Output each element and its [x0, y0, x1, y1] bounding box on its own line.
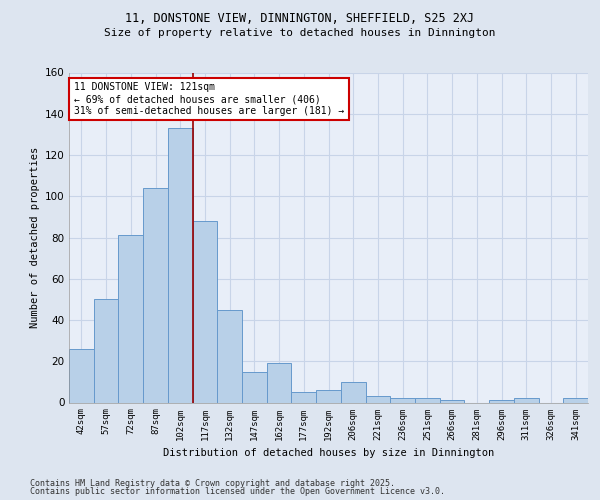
Bar: [440, 400, 464, 402]
Text: 11 DONSTONE VIEW: 121sqm
← 69% of detached houses are smaller (406)
31% of semi-: 11 DONSTONE VIEW: 121sqm ← 69% of detach…: [74, 82, 344, 116]
Bar: [341, 382, 365, 402]
Text: 11, DONSTONE VIEW, DINNINGTON, SHEFFIELD, S25 2XJ: 11, DONSTONE VIEW, DINNINGTON, SHEFFIELD…: [125, 12, 475, 26]
Bar: [415, 398, 440, 402]
Bar: [69, 349, 94, 403]
Bar: [168, 128, 193, 402]
Bar: [390, 398, 415, 402]
Bar: [489, 400, 514, 402]
Bar: [292, 392, 316, 402]
X-axis label: Distribution of detached houses by size in Dinnington: Distribution of detached houses by size …: [163, 448, 494, 458]
Bar: [242, 372, 267, 402]
Bar: [217, 310, 242, 402]
Bar: [316, 390, 341, 402]
Bar: [514, 398, 539, 402]
Bar: [143, 188, 168, 402]
Text: Size of property relative to detached houses in Dinnington: Size of property relative to detached ho…: [104, 28, 496, 38]
Bar: [267, 364, 292, 403]
Y-axis label: Number of detached properties: Number of detached properties: [29, 147, 40, 328]
Bar: [193, 221, 217, 402]
Bar: [94, 300, 118, 403]
Bar: [365, 396, 390, 402]
Text: Contains HM Land Registry data © Crown copyright and database right 2025.: Contains HM Land Registry data © Crown c…: [30, 478, 395, 488]
Bar: [563, 398, 588, 402]
Text: Contains public sector information licensed under the Open Government Licence v3: Contains public sector information licen…: [30, 487, 445, 496]
Bar: [118, 236, 143, 402]
